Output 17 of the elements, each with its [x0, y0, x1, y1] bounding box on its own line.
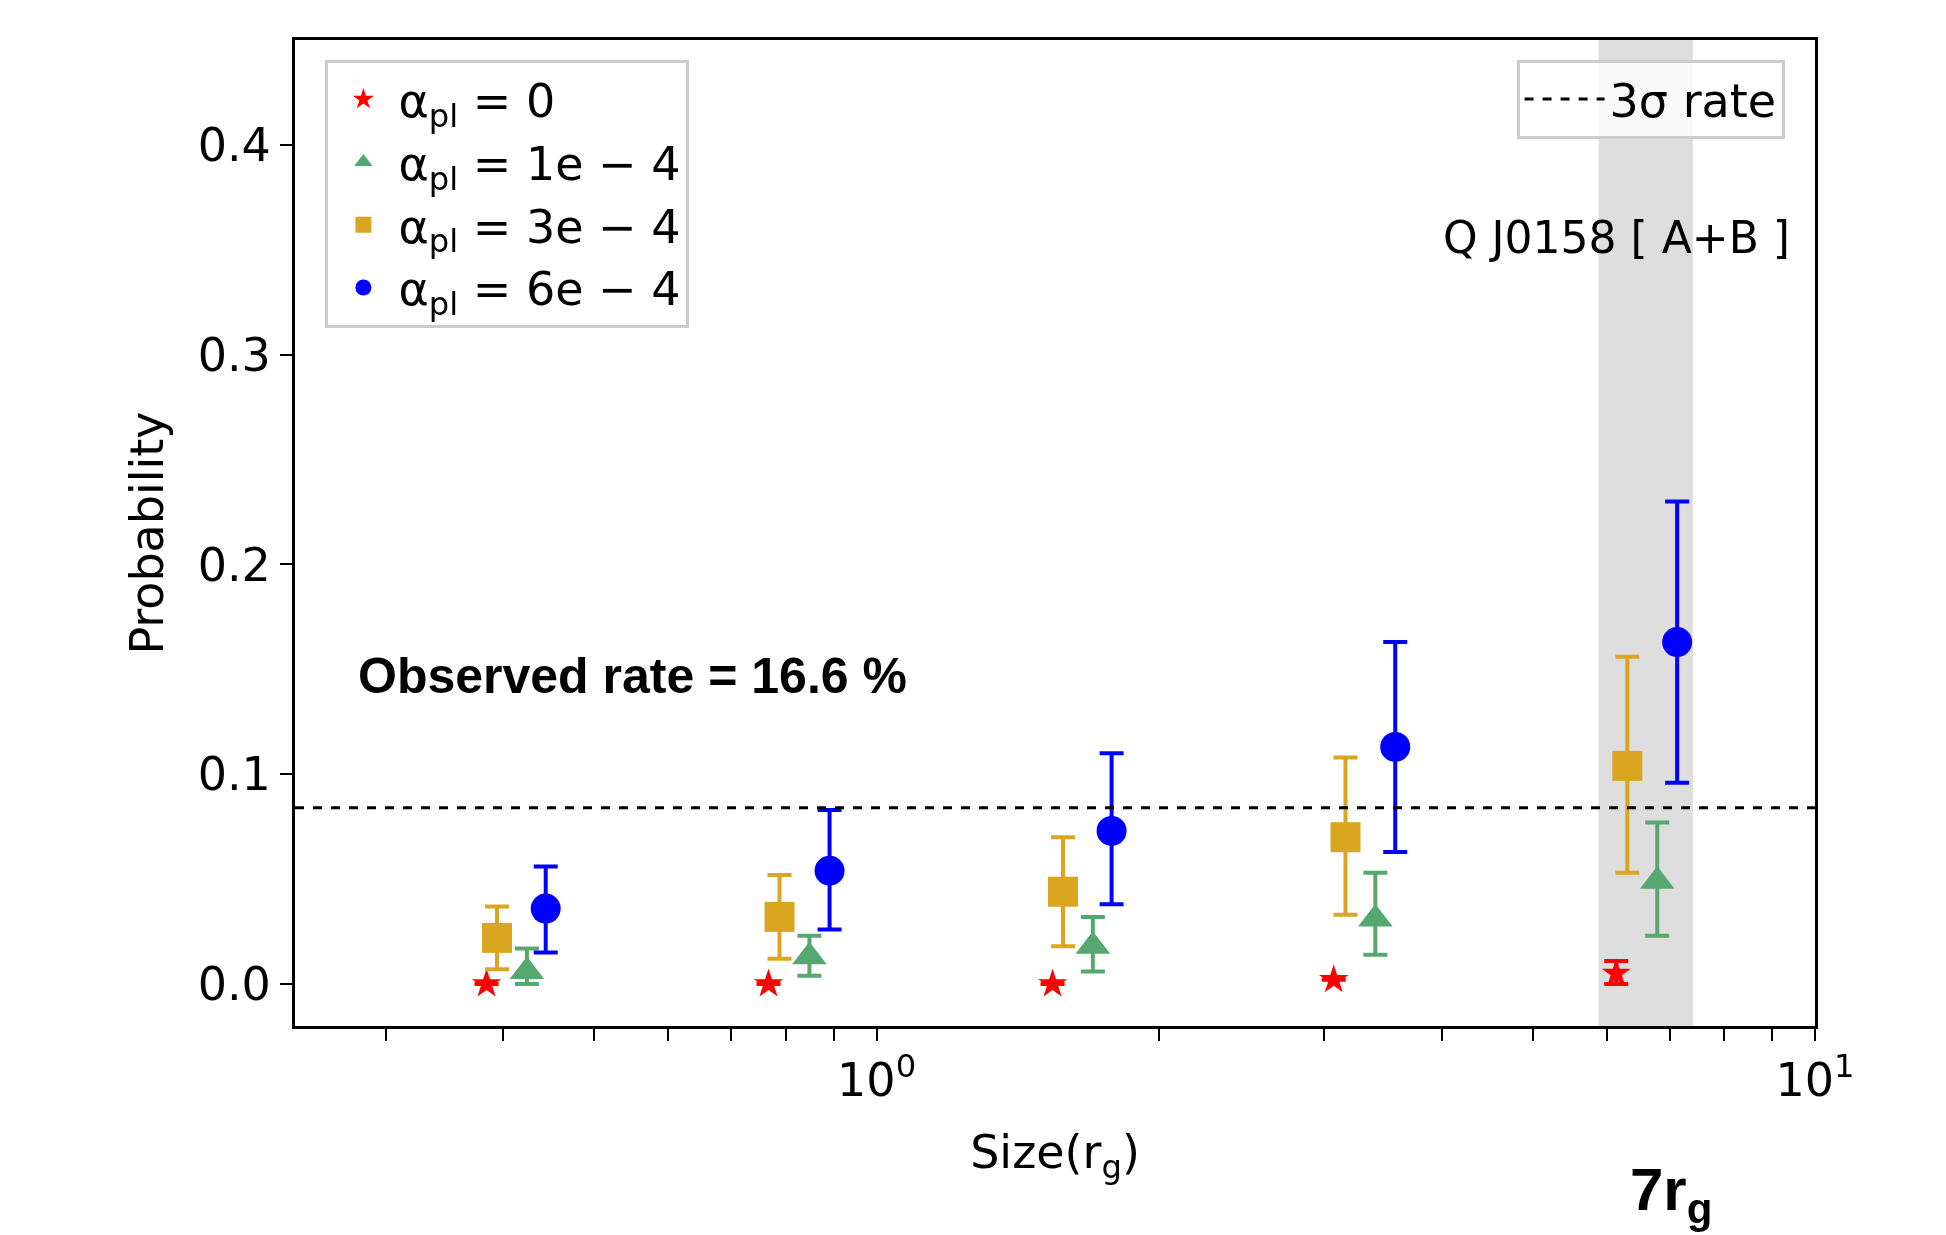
x-tick-label: 10$^{0}$ [837, 1046, 917, 1108]
y-tick-label: 0.1 [197, 747, 271, 802]
legend-label: α$_{pl}$ = 1e − 4 [398, 136, 681, 198]
y-tick-label: 0.4 [197, 117, 271, 172]
legend-label: α$_{pl}$ = 3e − 4 [398, 199, 681, 261]
x-axis-title: Size(r$_{g}$) [970, 1124, 1140, 1186]
y-tick-label: 0.0 [197, 957, 271, 1012]
legend-label: α$_{pl}$ = 6e − 4 [398, 262, 681, 324]
legend-label: α$_{pl}$ = 0 [398, 74, 556, 135]
x-tick-label: 10$^{1}$ [1775, 1046, 1855, 1108]
text: 7r$_{g}$ [1630, 1156, 1713, 1232]
y-axis-title: Probability [120, 411, 175, 655]
annotation: Q J0158 [ A+B ] [1443, 212, 1791, 263]
annotation: Observed rate = 16.6 % [358, 648, 907, 704]
legend-label: 3σ rate [1609, 74, 1777, 129]
y-tick-label: 0.2 [197, 537, 271, 592]
y-tick-label: 0.3 [197, 327, 271, 382]
